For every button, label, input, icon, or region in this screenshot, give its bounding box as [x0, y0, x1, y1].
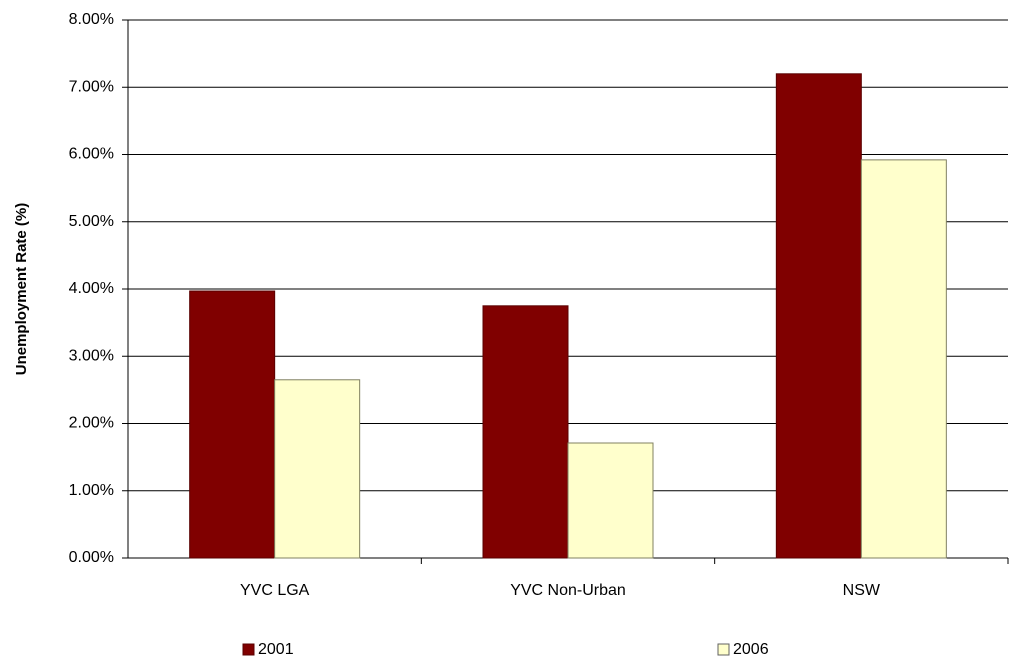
legend-swatch	[717, 643, 730, 656]
legend-swatch	[242, 643, 255, 656]
bar	[860, 159, 947, 559]
legend-label: 2006	[733, 641, 769, 658]
legend-label: 2001	[258, 641, 294, 658]
y-axis-label: Unemployment Rate (%)	[13, 203, 30, 376]
x-tick-label: YVC LGA	[240, 582, 310, 599]
bar	[274, 379, 361, 559]
bar	[567, 442, 654, 559]
bar	[189, 290, 276, 559]
x-tick-label: YVC Non-Urban	[510, 582, 626, 599]
y-tick-label: 7.00%	[69, 78, 114, 95]
y-tick-label: 1.00%	[69, 482, 114, 499]
y-tick-label: 2.00%	[69, 415, 114, 432]
y-tick-label: 0.00%	[69, 549, 114, 566]
y-tick-label: 3.00%	[69, 347, 114, 364]
bar	[775, 73, 862, 559]
y-tick-label: 5.00%	[69, 213, 114, 230]
y-tick-label: 8.00%	[69, 11, 114, 28]
x-tick-label: NSW	[843, 582, 881, 599]
y-tick-label: 6.00%	[69, 146, 114, 163]
y-tick-label: 4.00%	[69, 280, 114, 297]
bar	[482, 305, 569, 559]
